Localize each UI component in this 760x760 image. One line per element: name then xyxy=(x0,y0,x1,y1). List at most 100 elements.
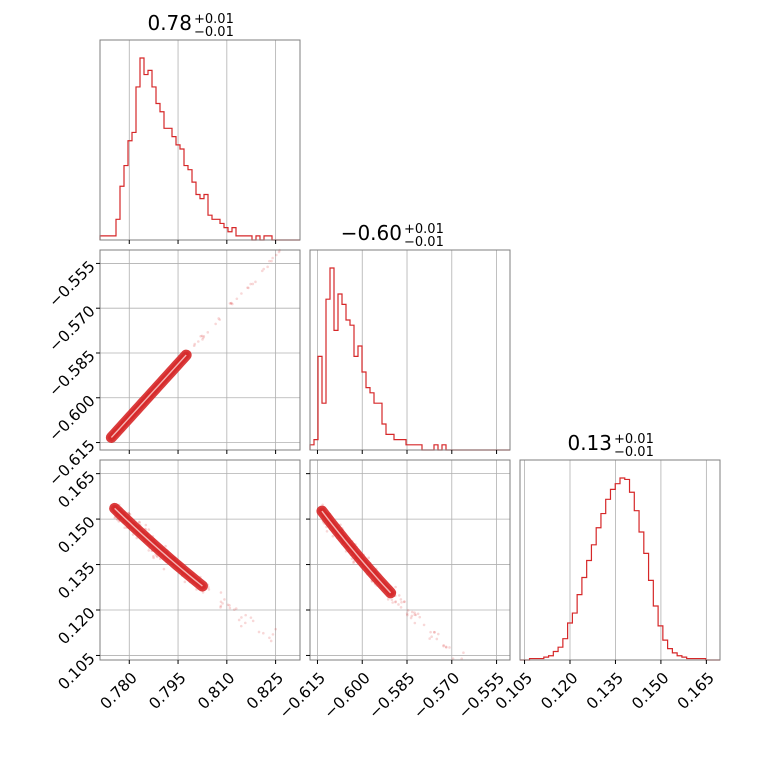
grid-lines xyxy=(100,460,300,660)
sample-point xyxy=(442,644,445,648)
y-tick-label: −0.585 xyxy=(45,347,98,400)
sample-point xyxy=(394,600,397,603)
title-plus: +0.01 xyxy=(614,432,654,447)
sample-point xyxy=(246,286,249,289)
grid-lines xyxy=(100,250,300,450)
sample-point xyxy=(325,529,329,533)
sample-point xyxy=(230,301,233,305)
density-contours xyxy=(316,505,397,599)
y-tick-label: −0.555 xyxy=(45,257,98,310)
sample-point xyxy=(400,600,403,604)
sample-point xyxy=(410,610,414,614)
sample-point xyxy=(429,630,432,634)
sample-point xyxy=(231,302,234,306)
sample-point xyxy=(391,601,394,604)
sample-point xyxy=(445,646,448,649)
panel-title: 0.13 +0.01−0.01 xyxy=(567,431,653,460)
sample-point xyxy=(234,607,238,610)
sample-point xyxy=(444,645,448,649)
panel-title: −0.60 +0.01−0.01 xyxy=(341,221,444,250)
x-tick-label: −0.570 xyxy=(410,669,463,722)
sample-point xyxy=(399,598,403,601)
sample-point xyxy=(416,612,420,616)
sample-point xyxy=(352,560,356,563)
sample-point xyxy=(164,544,167,548)
sample-point xyxy=(123,526,126,530)
sample-point xyxy=(207,588,211,591)
sample-point xyxy=(221,602,224,605)
sample-point xyxy=(235,297,239,301)
sample-point xyxy=(268,636,271,640)
sample-point xyxy=(270,259,273,263)
grid-lines xyxy=(310,460,510,660)
sample-point xyxy=(405,613,409,617)
panel-title: 0.78 +0.01−0.01 xyxy=(147,11,233,40)
y-tick-label: 0.135 xyxy=(55,558,99,602)
sample-point xyxy=(386,598,390,601)
sample-point xyxy=(229,302,233,305)
sample-point xyxy=(442,643,446,647)
panel-frame xyxy=(519,459,721,661)
sample-point xyxy=(254,280,257,284)
sample-point xyxy=(237,618,241,622)
y-tick-label: −0.600 xyxy=(45,392,98,445)
y-tick-label: −0.570 xyxy=(45,302,98,355)
x-tick-label: 0.165 xyxy=(674,669,718,713)
sample-point xyxy=(406,609,410,612)
sample-point xyxy=(430,635,433,638)
sample-point xyxy=(413,621,417,625)
sample-point xyxy=(214,322,217,326)
sample-point xyxy=(199,334,202,338)
sample-point xyxy=(432,630,436,634)
sample-point xyxy=(437,632,440,636)
density-contours xyxy=(109,502,208,592)
sample-point xyxy=(249,616,253,619)
hist-panel-3: 0.13 +0.01−0.01 xyxy=(519,431,721,664)
y-tick-label: 0.150 xyxy=(55,513,99,557)
sample-point xyxy=(433,630,436,634)
sample-point xyxy=(202,336,205,339)
sample-point xyxy=(226,603,230,607)
sample-point xyxy=(331,534,335,538)
sample-point xyxy=(413,613,417,617)
sample-point xyxy=(352,561,355,564)
sample-point xyxy=(397,594,401,597)
sample-point xyxy=(269,639,273,643)
sample-point xyxy=(147,549,151,552)
x-tick-label: 0.795 xyxy=(146,669,190,713)
sample-point xyxy=(390,598,394,602)
sample-point xyxy=(219,591,223,594)
sample-point xyxy=(240,616,243,619)
sample-point xyxy=(402,600,406,604)
panel-frame xyxy=(99,459,301,661)
x-tick-label: 0.135 xyxy=(583,669,627,713)
sample-point xyxy=(228,302,232,305)
sample-point xyxy=(183,580,187,584)
title-plus: +0.01 xyxy=(194,12,234,27)
sample-point xyxy=(394,600,397,604)
sample-point xyxy=(394,585,397,589)
panel-frame xyxy=(99,249,301,451)
sample-point xyxy=(219,600,223,604)
x-tick-label: 0.120 xyxy=(537,669,581,713)
scatter-panel-3-vs-1 xyxy=(96,459,301,664)
contour-core xyxy=(114,507,203,587)
sample-point xyxy=(152,556,155,560)
sample-point xyxy=(249,282,252,286)
sample-point xyxy=(266,265,269,269)
histogram-series xyxy=(520,477,720,661)
x-tick-label: −0.585 xyxy=(365,669,418,722)
sample-point xyxy=(257,630,261,634)
sample-point xyxy=(193,342,197,346)
hist-panel-1: 0.78 +0.01−0.01 xyxy=(99,11,301,244)
sample-point xyxy=(219,606,222,609)
title-plus: +0.01 xyxy=(404,222,444,237)
sample-point xyxy=(251,619,255,623)
sample-point xyxy=(247,286,250,290)
sample-point xyxy=(260,269,264,273)
sample-point xyxy=(239,624,243,628)
sample-point xyxy=(414,613,418,617)
sample-point xyxy=(117,520,121,523)
sample-point xyxy=(243,621,247,625)
